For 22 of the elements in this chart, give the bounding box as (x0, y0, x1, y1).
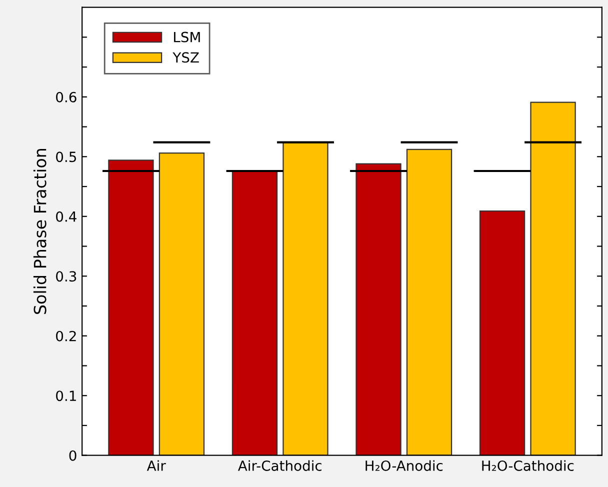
x-tick-label: H₂O-Cathodic (482, 460, 574, 471)
bar (108, 160, 154, 456)
bar (479, 210, 526, 456)
y-tick-label: 0.2 (56, 330, 76, 342)
x-tick-label: H₂O-Anodic (366, 460, 443, 471)
y-tick-label: 0.4 (56, 211, 76, 222)
y-tick-label: 0.3 (56, 271, 76, 282)
bar (406, 148, 452, 456)
x-tick-label: Air-Cathodic (238, 460, 322, 471)
y-tick-label: 0.6 (56, 92, 76, 102)
y-tick-label: 0.5 (56, 152, 76, 162)
y-axis-title: Solid Phase Fraction (33, 148, 46, 314)
bar (232, 170, 278, 456)
bar (356, 163, 402, 456)
y-tick-label: 0.1 (56, 390, 76, 402)
bar (282, 142, 328, 456)
legend-label: YSZ (172, 52, 199, 63)
y-tick-label: 0 (69, 450, 76, 461)
bar (158, 152, 205, 456)
bar (530, 102, 576, 456)
legend-label: LSM (174, 32, 200, 42)
x-tick-label: Air (146, 460, 166, 471)
